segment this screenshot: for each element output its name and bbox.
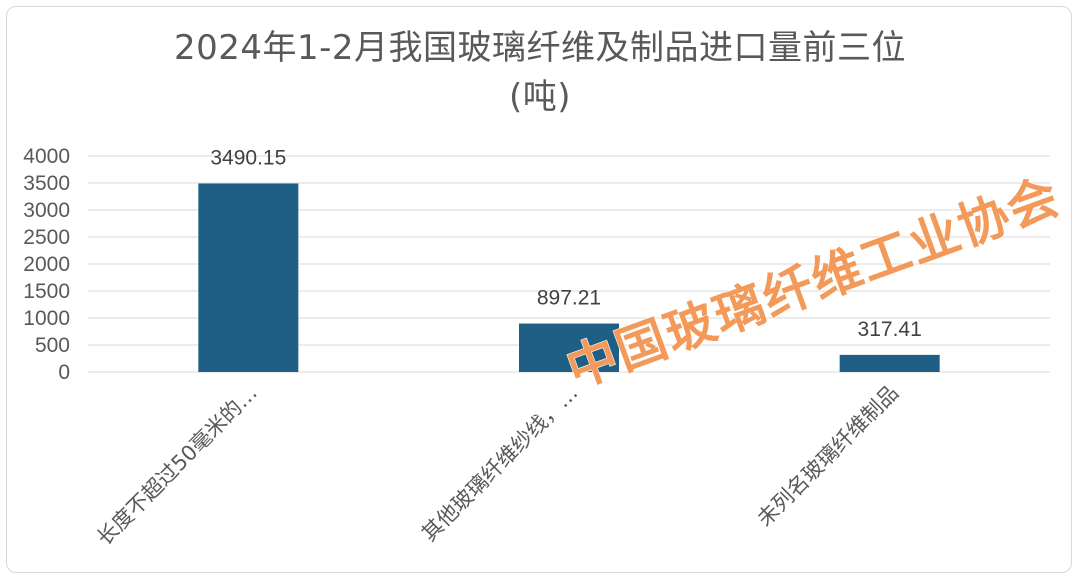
- x-category-label: 未列名玻璃纤维制品: [753, 381, 904, 532]
- y-tick-label: 3500: [23, 172, 70, 195]
- bar: [198, 183, 299, 372]
- chart-title: 2024年1-2月我国玻璃纤维及制品进口量前三位: [173, 28, 907, 68]
- y-tick-label: 500: [35, 334, 70, 357]
- y-tick-label: 1500: [23, 280, 70, 303]
- x-category-label: 长度不超过50毫米的…: [92, 381, 262, 551]
- bar: [519, 323, 619, 372]
- chart-frame: [6, 6, 1072, 573]
- watermark-text: 中国玻璃纤维工业协会: [559, 167, 1067, 399]
- data-label: 317.41: [858, 318, 922, 341]
- x-category-label: 其他玻璃纤维纱线，…: [417, 381, 582, 546]
- y-axis-ticks: 0 500 1000 1500 2000 2500 3000 3500 4000: [23, 145, 70, 384]
- y-tick-label: 4000: [23, 145, 70, 168]
- x-axis-labels: 长度不超过50毫米的… 其他玻璃纤维纱线，… 未列名玻璃纤维制品: [92, 381, 903, 551]
- y-tick-label: 2500: [23, 226, 70, 249]
- y-tick-label: 2000: [23, 253, 70, 276]
- data-label: 3490.15: [210, 147, 286, 170]
- data-labels: 3490.15 897.21 317.41: [210, 147, 921, 341]
- bars: [198, 183, 940, 372]
- y-tick-label: 1000: [23, 307, 70, 330]
- watermark-layer: 中国玻璃纤维工业协会: [559, 166, 1069, 400]
- y-tick-label: 0: [58, 361, 70, 384]
- data-label: 897.21: [537, 287, 601, 310]
- chart-title-unit: (吨): [508, 77, 572, 117]
- y-tick-label: 3000: [23, 199, 70, 222]
- bar: [839, 354, 940, 372]
